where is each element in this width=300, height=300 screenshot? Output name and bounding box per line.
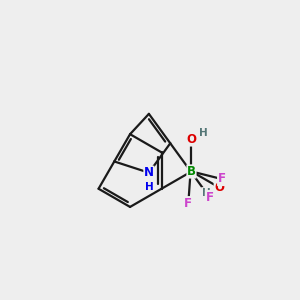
Text: H: H [145, 182, 153, 192]
Text: F: F [218, 172, 226, 185]
Text: F: F [206, 190, 213, 204]
Text: N: N [144, 166, 154, 179]
Text: H: H [202, 188, 210, 198]
Text: F: F [184, 197, 192, 210]
Text: O: O [187, 133, 196, 146]
Text: O: O [214, 181, 224, 194]
Text: H: H [199, 128, 208, 138]
Text: B: B [187, 165, 196, 178]
